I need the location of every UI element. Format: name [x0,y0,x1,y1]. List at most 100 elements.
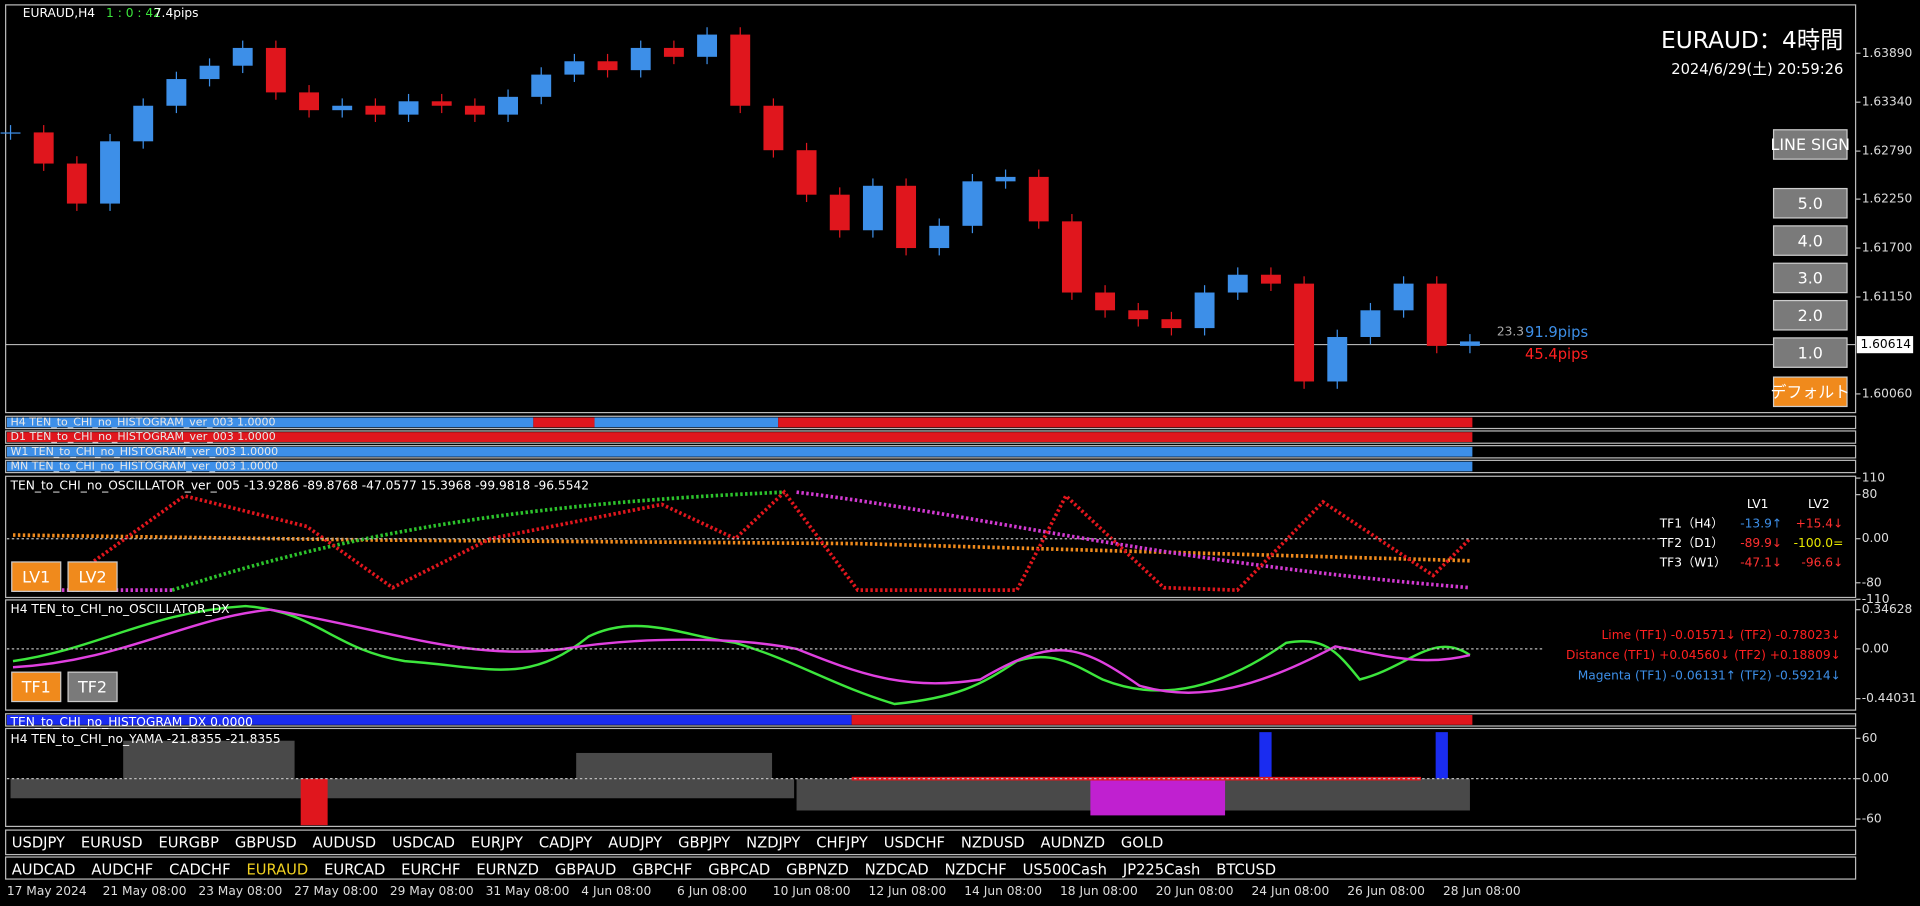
lv-button[interactable] [11,561,62,592]
symbol-button[interactable]: CADJPY [539,835,592,852]
level-button[interactable] [1772,337,1848,368]
candle [1028,176,1049,222]
symbol-button[interactable]: USDCHF [884,835,945,852]
candle [265,47,286,93]
candle [1161,319,1182,329]
line-sign-button-label[interactable]: LINE SIGN [1771,135,1851,154]
symbol-button[interactable]: USDJPY [12,835,65,852]
symbol-button[interactable]: JP225Cash [1122,861,1200,878]
candle [1426,283,1447,346]
y-tick-label: 80 [1862,487,1878,501]
panels [5,4,1857,880]
symbol-button[interactable]: EURJPY [471,835,523,852]
symbol-button[interactable]: CADCHF [169,861,230,878]
x-tick-label: 21 May 08:00 [103,884,187,898]
level-button[interactable] [1772,187,1848,219]
candle [365,105,386,115]
hist-panel [5,415,1857,430]
hist-band [6,417,534,428]
current-price-box [1856,336,1914,354]
symbol-button[interactable]: GBPCAD [708,861,770,878]
x-tick-label: 18 Jun 08:00 [1060,884,1138,898]
y-tick-label: 0.34628 [1862,602,1913,616]
symbol-button[interactable]: EURUSD [81,835,143,852]
symbol-button[interactable]: AUDCAD [12,861,76,878]
symbol-button[interactable]: NZDCHF [945,861,1007,878]
symbol-button[interactable]: GBPCHF [632,861,692,878]
lv-button[interactable] [67,561,118,592]
level-button-label[interactable]: 2.0 [1798,306,1823,325]
symbol-button[interactable]: USDCAD [392,835,455,852]
table-cell: TF3（W1） [1659,556,1727,570]
y-tick-label: 1.61150 [1862,289,1913,303]
tf-button[interactable] [11,671,62,703]
symbol-button[interactable]: NZDCAD [865,861,929,878]
y-tick-label: 60 [1862,731,1878,745]
symbol-button[interactable]: EURCHF [401,861,460,878]
lv-button-label[interactable]: LV2 [79,567,107,586]
x-tick-label: 10 Jun 08:00 [773,884,851,898]
symbol-button[interactable]: EURGBP [158,835,219,852]
price-panel [5,4,1857,414]
candle [763,105,784,151]
candle [1327,336,1348,382]
symbol-button[interactable]: AUDUSD [313,835,377,852]
level-button[interactable] [1772,262,1848,294]
candle [796,150,817,195]
symbol-button[interactable]: EURAUD [246,861,308,878]
candle [862,185,883,231]
x-tick-label: 4 Jun 08:00 [581,884,651,898]
line-sign-button[interactable] [1772,129,1848,160]
tf-button[interactable] [67,671,118,703]
default-button[interactable] [1772,376,1848,408]
symbol-button[interactable]: EURNZD [476,861,539,878]
candle [100,141,120,204]
lv-button-label[interactable]: LV1 [22,567,50,586]
symbol-button[interactable]: GBPJPY [678,835,730,852]
symbol-button[interactable]: AUDJPY [608,835,662,852]
y-tick-label: -80 [1862,575,1882,589]
candle [199,65,220,80]
candle [398,101,419,115]
level-button-label[interactable]: 4.0 [1798,231,1823,250]
yama-area [1090,778,1226,816]
symbol-button[interactable]: GBPUSD [235,835,297,852]
level-button-label[interactable]: 3.0 [1798,269,1823,288]
candle [1459,341,1480,346]
symbol-button[interactable]: US500Cash [1023,861,1107,878]
candle [1260,274,1281,284]
pips-up: 91.9pips [1525,324,1588,341]
symbol-button[interactable]: GBPNZD [786,861,849,878]
dx-panel [5,599,1857,711]
level-button[interactable] [1772,225,1848,256]
timer: 1 : 0 : 42 [106,6,161,20]
symbol-button[interactable]: AUDCHF [91,861,153,878]
level-button[interactable] [1772,299,1848,331]
x-tick-label: 28 Jun 08:00 [1443,884,1521,898]
table-cell: -100.0= [1794,536,1844,550]
symbol: EURAUD,H4 [23,6,96,20]
tf-button-label[interactable]: TF2 [77,678,107,697]
symbol-button[interactable]: NZDJPY [746,835,800,852]
hist-title: D1 TEN_to_CHI_no_HISTOGRAM_ver_003 1.000… [11,430,276,443]
pips-down: 45.4pips [1525,346,1588,363]
hist-title: MN TEN_to_CHI_no_HISTOGRAM_ver_003 1.000… [11,459,278,472]
yama-area [10,778,795,799]
symbol-button[interactable]: GOLD [1121,835,1163,852]
tf-button-label[interactable]: TF1 [21,678,51,697]
candle [995,176,1016,182]
candle [0,132,21,134]
x-tick-label: 24 Jun 08:00 [1252,884,1330,898]
level-button-label[interactable]: 5.0 [1798,194,1823,213]
hist-band [594,417,779,428]
default-button-label[interactable]: デフォルト [1771,383,1851,402]
level-button-label[interactable]: 1.0 [1798,343,1823,362]
symbol-button[interactable]: CHFJPY [816,835,868,852]
symbol-button[interactable]: GBPAUD [555,861,616,878]
symbol-button[interactable]: AUDNZD [1041,835,1105,852]
symbol-button[interactable]: BTCUSD [1216,861,1276,878]
yama-area [1435,732,1448,779]
symbol-button[interactable]: NZDUSD [961,835,1025,852]
symbol-button[interactable]: EURCAD [324,861,385,878]
x-tick-label: 26 Jun 08:00 [1347,884,1425,898]
